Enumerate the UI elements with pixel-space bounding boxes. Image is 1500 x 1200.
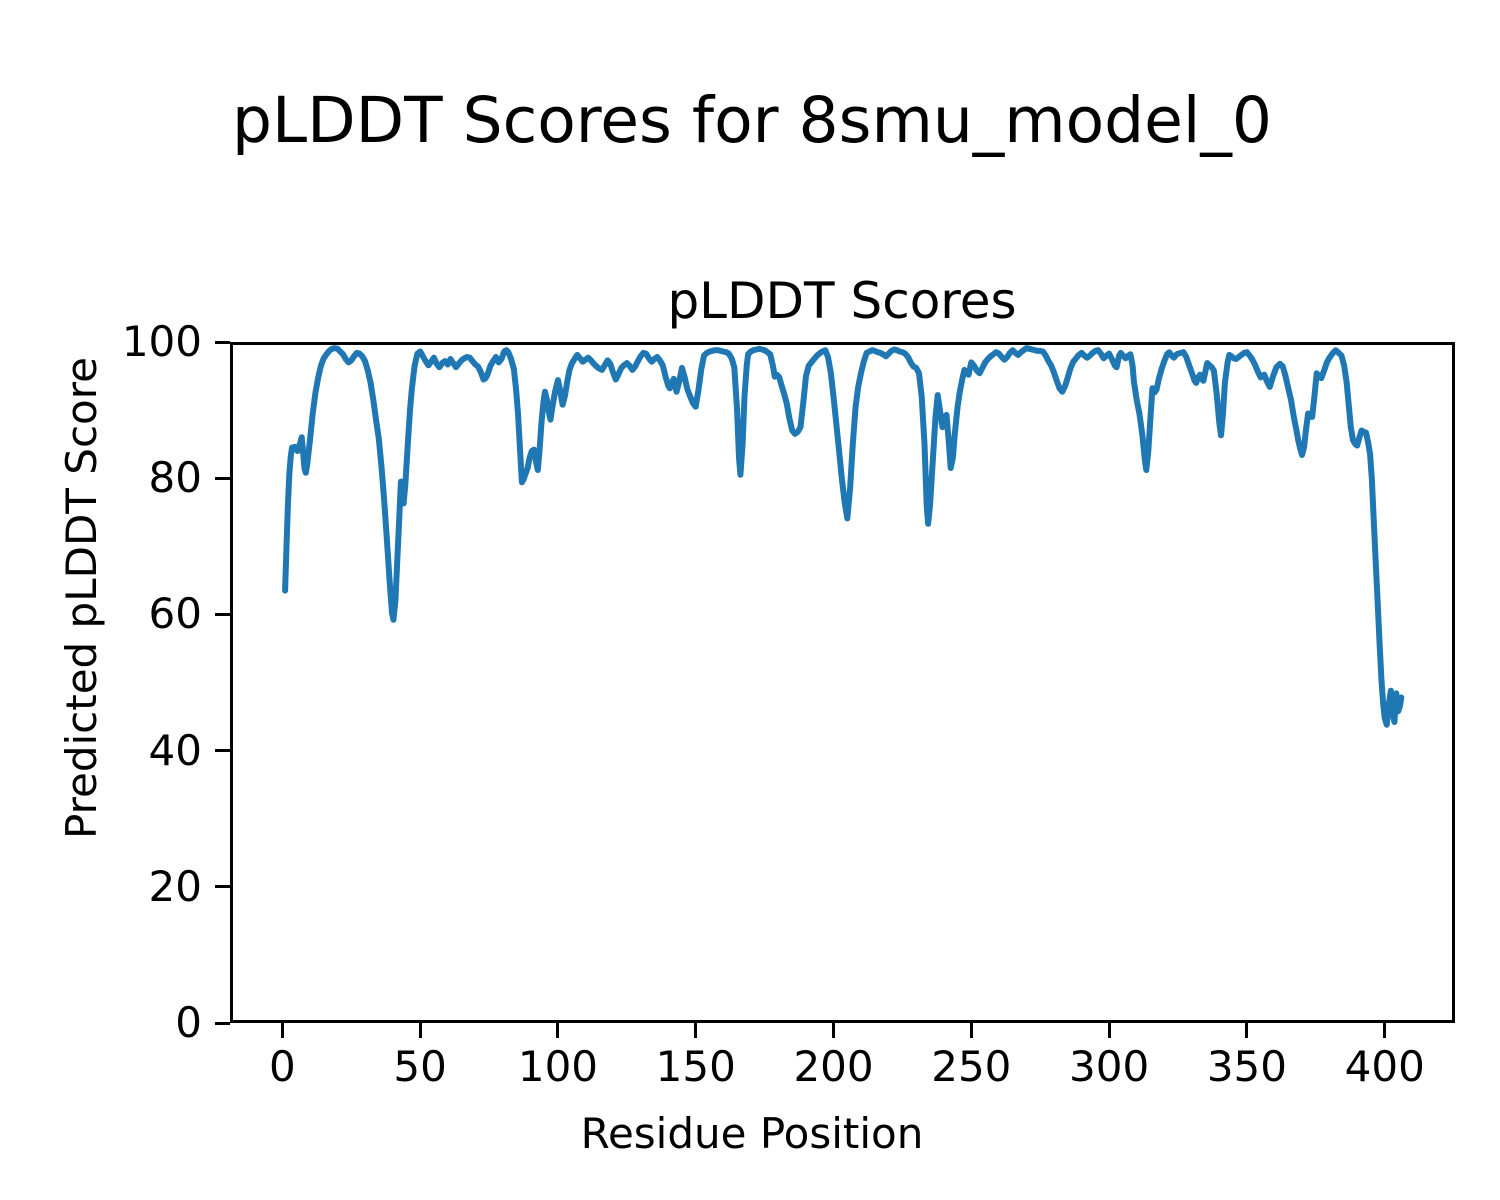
axes-title: pLDDT Scores <box>667 272 1017 330</box>
x-tick-label: 100 <box>517 1042 599 1091</box>
figure-title: pLDDT Scores for 8smu_model_0 <box>231 84 1273 157</box>
y-tick-label: 60 <box>148 589 202 639</box>
x-tick-mark <box>1383 1023 1387 1038</box>
x-tick-mark <box>1245 1023 1249 1038</box>
y-tick-label: 0 <box>175 998 202 1047</box>
x-tick-label: 350 <box>1206 1042 1288 1091</box>
x-tick-label: 150 <box>655 1042 736 1091</box>
y-tick-label: 80 <box>148 453 202 503</box>
plot-area <box>230 342 1455 1023</box>
y-tick-mark <box>215 885 230 889</box>
y-tick-mark <box>215 340 230 344</box>
x-tick-label: 300 <box>1069 1042 1150 1091</box>
x-axis-label: Residue Position <box>580 1109 924 1158</box>
x-tick-mark <box>694 1023 698 1038</box>
y-tick-mark <box>215 476 230 480</box>
x-tick-mark <box>418 1023 422 1038</box>
y-tick-mark <box>215 1021 230 1025</box>
x-tick-label: 200 <box>793 1042 874 1091</box>
y-tick-label: 40 <box>148 725 202 775</box>
y-tick-mark <box>215 749 230 753</box>
x-tick-label: 250 <box>931 1042 1012 1091</box>
line-chart <box>230 342 1455 1023</box>
x-tick-mark <box>556 1023 560 1038</box>
y-tick-mark <box>215 612 230 616</box>
y-tick-label: 20 <box>148 861 202 911</box>
x-tick-mark <box>969 1023 973 1038</box>
x-tick-mark <box>280 1023 284 1038</box>
x-tick-label: 50 <box>393 1042 447 1091</box>
x-tick-mark <box>832 1023 836 1038</box>
x-tick-label: 0 <box>268 1042 296 1091</box>
y-axis-label: Predicted pLDDT Score <box>56 357 106 839</box>
plddt-line-series <box>282 345 1405 728</box>
x-tick-mark <box>1107 1023 1111 1038</box>
x-tick-label: 400 <box>1344 1042 1425 1091</box>
y-tick-label: 100 <box>121 317 202 366</box>
axes-spines <box>230 342 1455 1023</box>
